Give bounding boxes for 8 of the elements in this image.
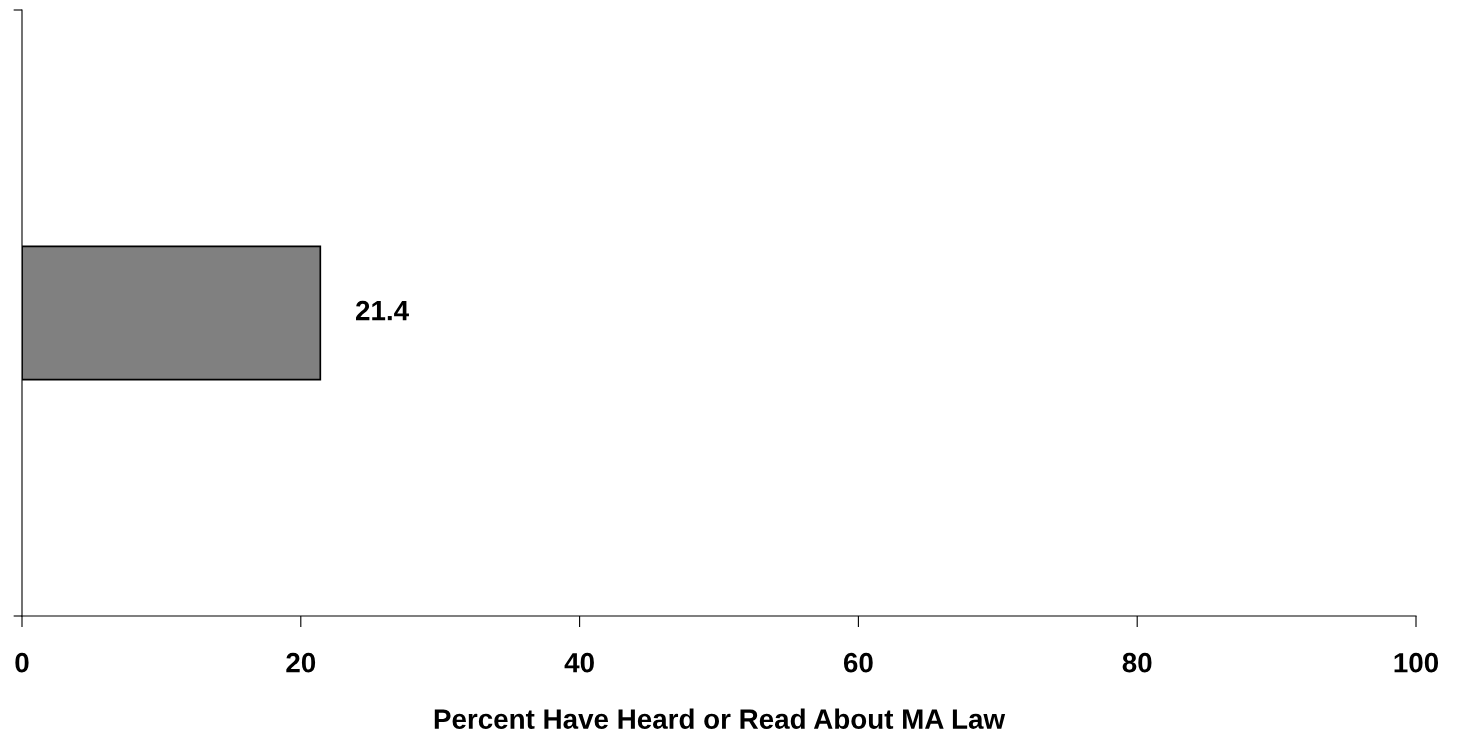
x-tick-label: 0 xyxy=(15,652,29,673)
x-axis-title: Percent Have Heard or Read About MA Law xyxy=(434,708,1006,729)
data-label: 21.4 xyxy=(356,300,409,321)
x-tick-label: 80 xyxy=(1122,652,1152,673)
x-tick-label: 60 xyxy=(843,652,873,673)
x-tick-label: 20 xyxy=(286,652,316,673)
x-tick-label: 100 xyxy=(1394,652,1439,673)
x-tick-label: 40 xyxy=(564,652,594,673)
